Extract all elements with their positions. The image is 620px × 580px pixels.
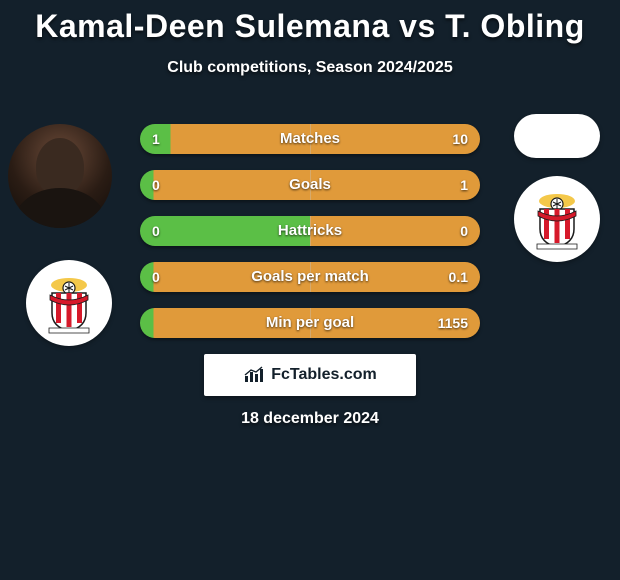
stat-value-right: 1155 xyxy=(438,308,468,338)
stat-bar: 1155Min per goal xyxy=(140,308,480,338)
stat-value-right: 0 xyxy=(460,216,468,246)
bar-midline xyxy=(310,216,311,246)
stat-value-right: 10 xyxy=(452,124,468,154)
stat-bar: 01Goals xyxy=(140,170,480,200)
bar-midline xyxy=(310,262,311,292)
player-right-avatar xyxy=(514,114,600,158)
southampton-crest-icon xyxy=(525,187,589,251)
bar-chart-icon xyxy=(243,366,265,384)
stat-value-left: 1 xyxy=(152,124,160,154)
stat-value-right: 0.1 xyxy=(449,262,468,292)
bar-midline xyxy=(310,124,311,154)
club-crest-left xyxy=(26,260,112,346)
stat-bar: 00Hattricks xyxy=(140,216,480,246)
brand-badge: FcTables.com xyxy=(204,354,416,396)
stat-value-left: 0 xyxy=(152,262,160,292)
bar-midline xyxy=(310,170,311,200)
player-left-avatar xyxy=(8,124,112,228)
stat-bar: 00.1Goals per match xyxy=(140,262,480,292)
bar-midline xyxy=(310,308,311,338)
stat-value-left: 0 xyxy=(152,216,160,246)
stat-value-left: 0 xyxy=(152,170,160,200)
brand-text: FcTables.com xyxy=(271,366,377,384)
page-title: Kamal-Deen Sulemana vs T. Obling xyxy=(0,0,620,45)
page-subtitle: Club competitions, Season 2024/2025 xyxy=(0,59,620,77)
stats-bars-container: 110Matches01Goals00Hattricks00.1Goals pe… xyxy=(140,124,480,354)
southampton-crest-icon xyxy=(37,271,101,335)
stat-value-right: 1 xyxy=(460,170,468,200)
club-crest-right xyxy=(514,176,600,262)
stat-bar: 110Matches xyxy=(140,124,480,154)
snapshot-date: 18 december 2024 xyxy=(0,410,620,428)
